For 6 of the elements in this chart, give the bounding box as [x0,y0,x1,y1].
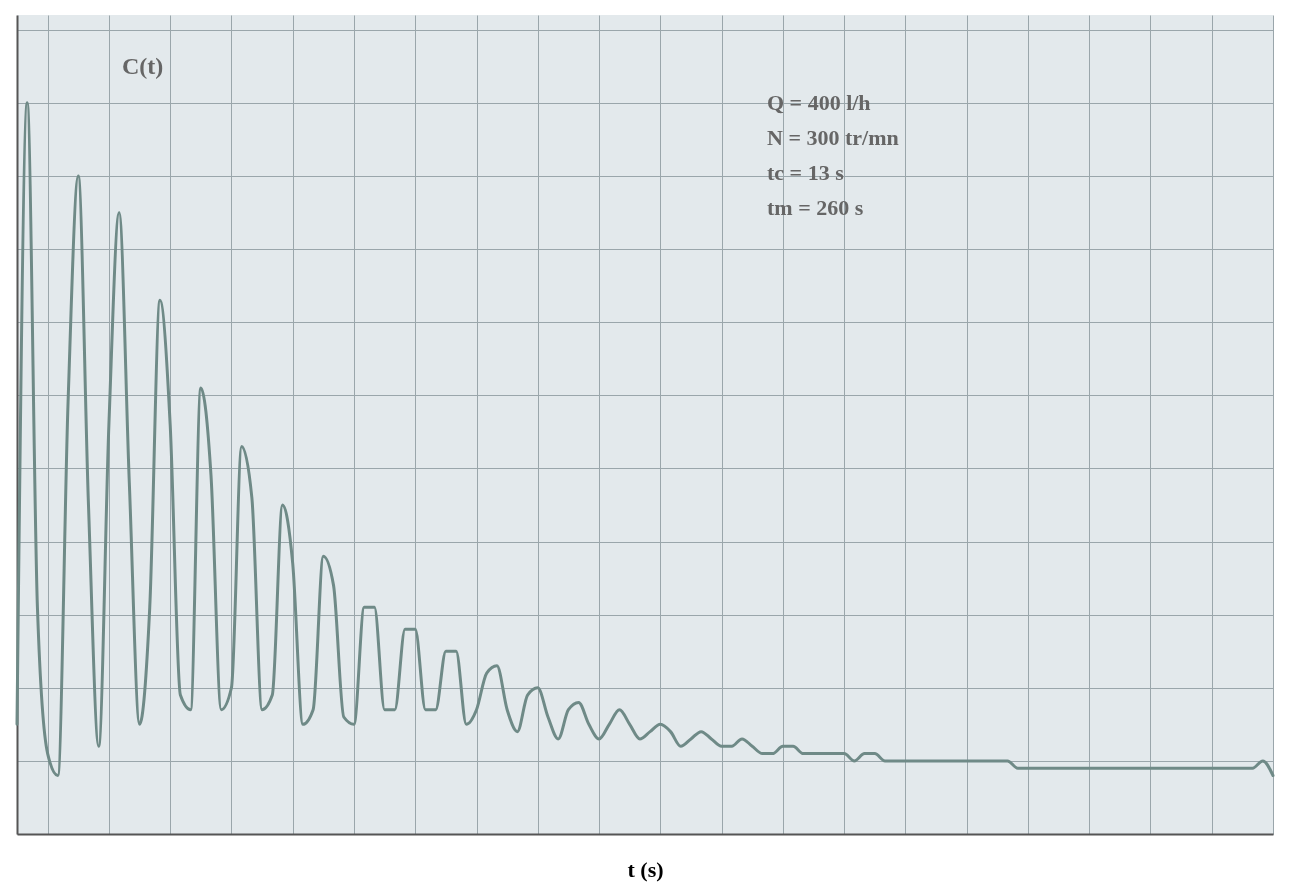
annotation: Q = 400 l/h [767,89,871,115]
y-axis-title: C(t) [122,53,164,79]
x-axis-title: t (s) [627,856,664,882]
annotation: N = 300 tr/mn [767,124,899,150]
annotation: tc = 13 s [767,159,845,185]
annotation: tm = 260 s [767,194,864,220]
